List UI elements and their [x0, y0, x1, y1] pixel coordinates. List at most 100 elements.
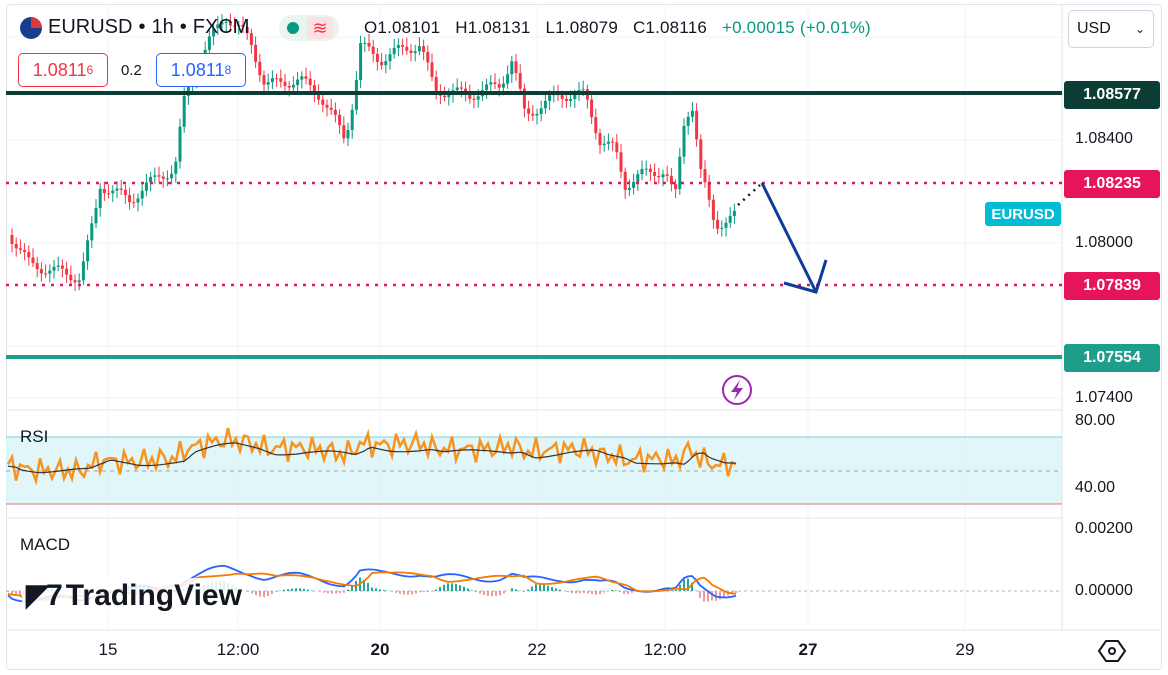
candle-body — [266, 82, 270, 85]
macd-histogram-bar — [335, 591, 337, 594]
macd-histogram-bar — [451, 583, 453, 591]
tradingview-logo[interactable]: ◤7 TradingView — [22, 578, 246, 613]
settings-hexagon-icon[interactable] — [1097, 640, 1127, 662]
macd-histogram-bar — [539, 583, 541, 591]
candle-body — [258, 61, 262, 76]
candle-body — [518, 73, 522, 89]
macd-histogram-bar — [7, 591, 9, 593]
macd-histogram-bar — [531, 586, 533, 591]
candle-body — [665, 174, 669, 176]
candle-body — [98, 188, 102, 209]
candle-body — [539, 108, 543, 114]
rsi-axis-label: 80.00 — [1075, 412, 1116, 429]
forecast-arrow-shaft[interactable] — [760, 182, 818, 293]
candle-body — [27, 251, 31, 258]
sell-button[interactable]: 1.0811 6 — [18, 53, 108, 87]
macd-histogram-bar — [535, 584, 537, 591]
candle-body — [707, 182, 711, 200]
lightning-icon[interactable] — [722, 375, 752, 405]
macd-histogram-bar — [603, 591, 605, 593]
candle-body — [514, 61, 518, 74]
forecast-arrow-head[interactable] — [783, 259, 828, 294]
macd-axis-label: 0.00200 — [1075, 520, 1133, 537]
macd-histogram-bar — [299, 588, 301, 591]
macd-histogram-bar — [675, 589, 677, 591]
candle-body — [275, 78, 279, 80]
macd-histogram-bar — [263, 591, 265, 598]
candle-body — [598, 133, 602, 146]
currency-select[interactable]: USD ⌄ — [1068, 10, 1154, 48]
macd-histogram-bar — [259, 591, 261, 597]
candle-body — [623, 171, 627, 190]
rsi-label[interactable]: RSI — [20, 427, 49, 446]
symbol-price-tag[interactable]: EURUSD — [985, 202, 1061, 226]
candle-body — [678, 156, 682, 190]
level-tag-2[interactable]: 1.08235 — [1064, 170, 1160, 198]
macd-histogram-bar — [439, 587, 441, 591]
low-value: L1.08079 — [545, 18, 618, 37]
candle-body — [178, 126, 182, 162]
candle-body — [485, 84, 489, 91]
chevron-down-icon: ⌄ — [1134, 22, 1145, 36]
candle-body — [342, 125, 346, 139]
candle-body — [228, 21, 232, 26]
candle-body — [207, 36, 211, 50]
level-tag-1[interactable]: 1.08577 — [1064, 81, 1160, 109]
macd-histogram-bar — [583, 591, 585, 593]
macd-histogram-bar — [383, 590, 385, 591]
candle-body — [325, 104, 329, 108]
macd-histogram-bar — [551, 586, 553, 591]
buy-button[interactable]: 1.0811 8 — [156, 53, 246, 87]
indicator-wave-icon[interactable]: ≋ — [307, 17, 333, 39]
macd-histogram-bar — [707, 591, 709, 602]
macd-label[interactable]: MACD — [20, 535, 71, 554]
time-label: 15 — [98, 640, 118, 659]
macd-histogram-bar — [511, 588, 513, 591]
candle-body — [413, 51, 417, 53]
candle-body — [569, 99, 573, 101]
candle-body — [459, 87, 463, 89]
macd-histogram-bar — [555, 588, 557, 591]
level-tag-3[interactable]: 1.07839 — [1064, 272, 1160, 300]
candle-body — [31, 257, 35, 264]
candle-body — [560, 95, 564, 99]
candle-body — [128, 195, 132, 203]
candle-body — [455, 87, 459, 91]
candle-body — [144, 182, 148, 191]
candle-body — [270, 78, 274, 83]
macd-histogram-bar — [619, 591, 621, 593]
macd-histogram-bar — [463, 586, 465, 591]
market-status-group[interactable]: ≋ — [279, 15, 339, 41]
macd-histogram-bar — [515, 589, 517, 591]
macd-histogram-bar — [611, 589, 613, 591]
candle-body — [23, 249, 27, 252]
candle-body — [363, 42, 367, 44]
macd-histogram-bar — [587, 591, 589, 594]
data-source: FXCM — [192, 16, 250, 38]
forecast-dotted-path[interactable] — [737, 184, 761, 206]
time-label: 12:00 — [643, 640, 687, 659]
candle-body — [346, 129, 350, 139]
macd-histogram-bar — [255, 591, 257, 596]
candle-body — [161, 176, 165, 179]
candle-body — [728, 215, 732, 223]
macd-histogram-bar — [347, 589, 349, 591]
tv-logo-icon: ◤7 — [26, 579, 63, 612]
candle-body — [291, 84, 295, 88]
level-tag-4[interactable]: 1.07554 — [1064, 344, 1160, 372]
symbol-name: EURUSD — [48, 16, 133, 38]
candle-body — [720, 227, 724, 229]
chart-frame[interactable] — [6, 4, 1162, 670]
candle-body — [669, 175, 673, 185]
candle-body — [627, 187, 631, 190]
time-label: 22 — [527, 640, 547, 659]
candle-body — [367, 42, 371, 47]
candle-body — [233, 25, 237, 27]
candle-body — [716, 219, 720, 229]
candle-body — [405, 46, 409, 51]
candle-body — [581, 89, 585, 91]
symbol-header[interactable]: EURUSD • 1h • FXCM — [20, 16, 249, 39]
candle-body — [590, 99, 594, 118]
macd-histogram-bar — [543, 584, 545, 591]
